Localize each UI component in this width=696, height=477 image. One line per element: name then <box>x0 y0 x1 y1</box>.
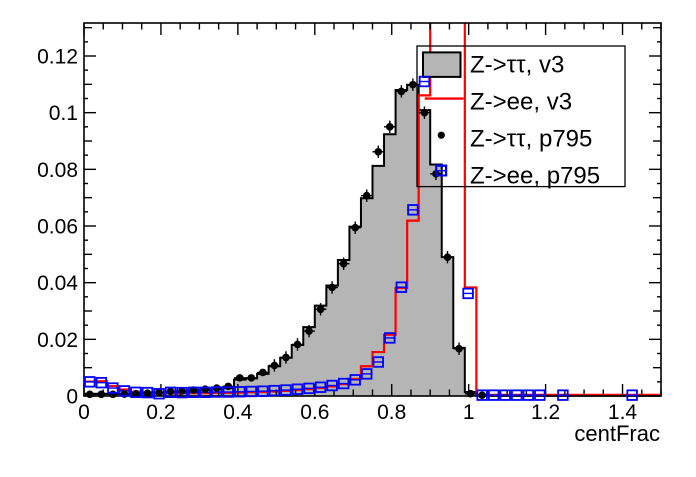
svg-text:0.02: 0.02 <box>37 329 78 352</box>
svg-text:Z->ττ, p795: Z->ττ, p795 <box>470 126 592 153</box>
svg-text:1.2: 1.2 <box>531 401 560 424</box>
svg-text:0.1: 0.1 <box>49 102 78 125</box>
svg-text:0.04: 0.04 <box>37 272 78 295</box>
svg-text:centFrac: centFrac <box>574 421 660 446</box>
svg-text:0.12: 0.12 <box>37 46 78 69</box>
svg-text:0.06: 0.06 <box>37 216 78 239</box>
svg-text:0: 0 <box>66 386 78 409</box>
svg-text:0: 0 <box>78 401 90 424</box>
svg-text:0.8: 0.8 <box>377 401 406 424</box>
svg-text:0.08: 0.08 <box>37 159 78 182</box>
svg-text:0.4: 0.4 <box>223 401 253 424</box>
svg-text:1.4: 1.4 <box>608 401 638 424</box>
svg-text:1: 1 <box>463 401 475 424</box>
svg-text:Z->ττ, v3: Z->ττ, v3 <box>470 52 564 79</box>
svg-text:0.2: 0.2 <box>146 401 175 424</box>
svg-text:0.6: 0.6 <box>300 401 329 424</box>
svg-text:Z->ee, p795: Z->ee, p795 <box>470 163 600 190</box>
svg-text:Z->ee, v3: Z->ee, v3 <box>470 89 572 116</box>
